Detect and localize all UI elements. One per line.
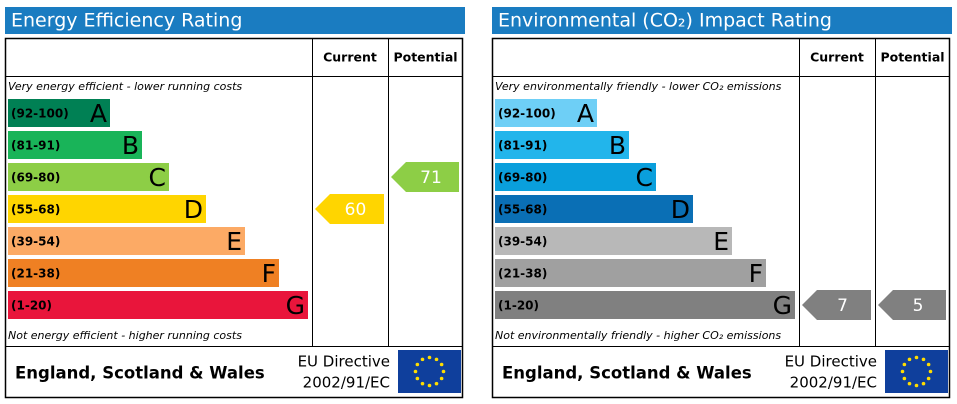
- band-range: (39-54): [498, 235, 547, 249]
- rating-arrow: [391, 162, 459, 192]
- band-letter: B: [122, 131, 139, 160]
- panel-title: Environmental (CO₂) Impact Rating: [498, 10, 832, 32]
- eu-star: [434, 357, 439, 362]
- eu-star: [900, 369, 905, 374]
- band-letter: E: [226, 227, 242, 256]
- band-range: (92-100): [11, 107, 69, 121]
- eu-star: [914, 355, 919, 360]
- column-header: Current: [810, 50, 864, 65]
- band-bar: [8, 131, 142, 159]
- band-bar: [495, 291, 795, 319]
- band-letter: C: [149, 163, 166, 192]
- band-bar: [8, 227, 245, 255]
- eu-star: [427, 355, 432, 360]
- band-bar: [8, 259, 279, 287]
- eu-star: [439, 376, 444, 381]
- eu-star: [914, 383, 919, 388]
- eu-star: [427, 383, 432, 388]
- band-range: (21-38): [11, 267, 60, 281]
- top-note: Very environmentally friendly - lower CO…: [495, 80, 782, 93]
- title-bar: [492, 7, 952, 34]
- band-letter: G: [773, 291, 792, 320]
- directive-line: EU Directive: [785, 353, 877, 371]
- eu-star: [902, 362, 907, 367]
- band-range: (69-80): [11, 171, 60, 185]
- directive-line: 2002/91/EC: [303, 374, 390, 392]
- eu-star: [434, 381, 439, 386]
- top-note: Very energy efficient - lower running co…: [8, 80, 242, 93]
- bottom-note: Not energy efficient - higher running co…: [8, 329, 242, 342]
- band-bar: [495, 259, 766, 287]
- region: England, Scotland & Wales: [15, 364, 265, 383]
- rating-arrow: [802, 290, 871, 320]
- column-header: Current: [323, 50, 377, 65]
- column-header: Potential: [393, 50, 457, 65]
- eu-star: [921, 357, 926, 362]
- eu-star: [921, 381, 926, 386]
- band-bar: [495, 195, 693, 223]
- band-range: (55-68): [498, 203, 547, 217]
- band-range: (69-80): [498, 171, 547, 185]
- band-range: (81-91): [11, 139, 60, 153]
- band-bar: [8, 99, 110, 127]
- rating-value: 60: [345, 200, 367, 220]
- rating-value: 71: [420, 168, 442, 188]
- band-bar: [8, 195, 206, 223]
- band-bar: [8, 163, 169, 191]
- region: England, Scotland & Wales: [502, 364, 752, 383]
- rating-value: 7: [837, 296, 848, 316]
- bottom-note: Not environmentally friendly - higher CO…: [495, 329, 781, 342]
- rating-arrow: [315, 194, 384, 224]
- eu-star: [420, 381, 425, 386]
- eu-star: [907, 381, 912, 386]
- title-bar: [5, 7, 465, 34]
- eu-star: [415, 362, 420, 367]
- eu-star: [415, 376, 420, 381]
- rating-value: 5: [913, 296, 924, 316]
- band-letter: D: [184, 195, 203, 224]
- band-bar: [495, 99, 597, 127]
- directive-line: 2002/91/EC: [790, 374, 877, 392]
- eu-star: [413, 369, 418, 374]
- eu-star: [928, 369, 933, 374]
- band-range: (92-100): [498, 107, 556, 121]
- panel-title: Energy Efficiency Rating: [11, 10, 242, 32]
- band-range: (81-91): [498, 139, 547, 153]
- band-letter: A: [577, 99, 594, 128]
- band-range: (39-54): [11, 235, 60, 249]
- band-bar: [495, 131, 629, 159]
- eu-star: [441, 369, 446, 374]
- eu-star: [420, 357, 425, 362]
- eu-star: [439, 362, 444, 367]
- band-bar: [8, 291, 308, 319]
- band-letter: F: [262, 259, 276, 288]
- eu-star: [907, 357, 912, 362]
- band-letter: F: [749, 259, 763, 288]
- directive-line: EU Directive: [298, 353, 390, 371]
- band-bar: [495, 163, 656, 191]
- panel-frame: [4, 37, 464, 399]
- band-range: (1-20): [11, 299, 52, 313]
- eu-star: [926, 362, 931, 367]
- band-letter: D: [671, 195, 690, 224]
- panel-frame: [491, 37, 951, 399]
- rating-arrow: [878, 290, 946, 320]
- eu-star: [902, 376, 907, 381]
- band-letter: E: [713, 227, 729, 256]
- band-letter: A: [90, 99, 107, 128]
- band-range: (55-68): [11, 203, 60, 217]
- band-bar: [495, 227, 732, 255]
- band-range: (21-38): [498, 267, 547, 281]
- eu-star: [926, 376, 931, 381]
- band-range: (1-20): [498, 299, 539, 313]
- band-letter: G: [286, 291, 305, 320]
- column-header: Potential: [880, 50, 944, 65]
- band-letter: B: [609, 131, 626, 160]
- band-letter: C: [636, 163, 653, 192]
